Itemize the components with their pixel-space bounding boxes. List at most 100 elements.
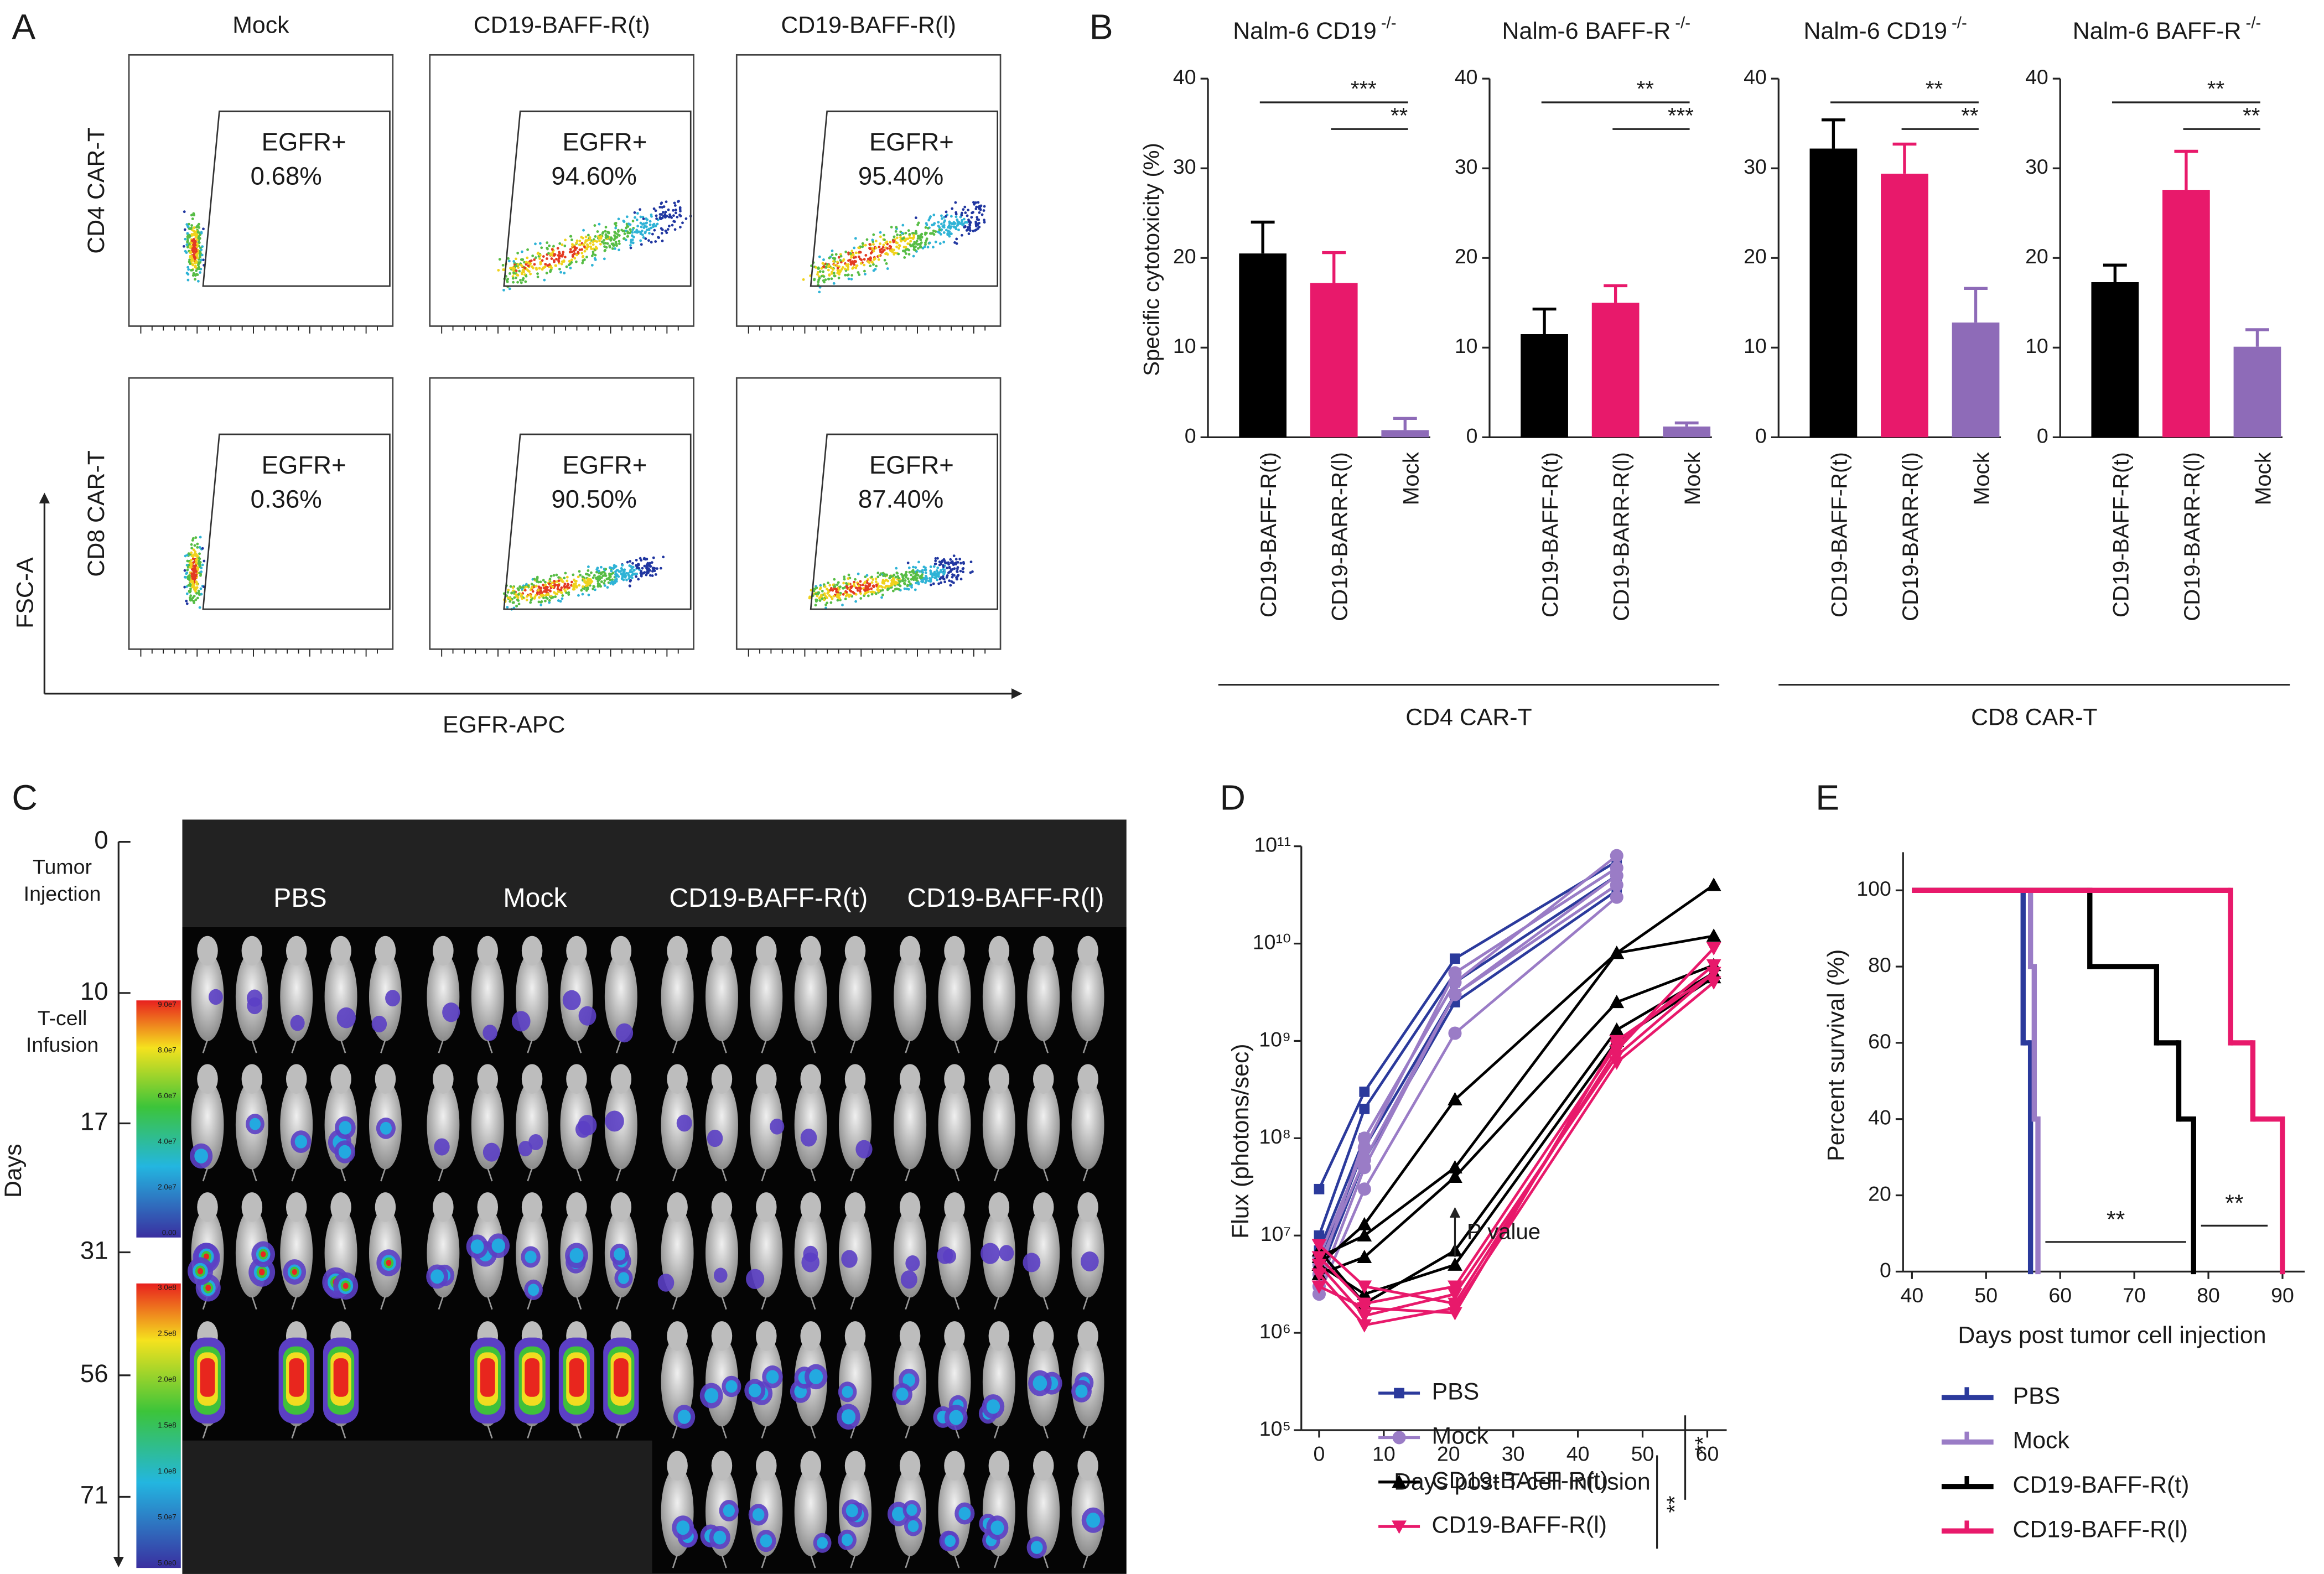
cell-dot — [879, 250, 882, 253]
mouse-head — [667, 936, 688, 966]
mouse-head — [844, 1064, 866, 1094]
signal — [902, 1373, 915, 1387]
cell-dot — [879, 231, 882, 234]
signal — [333, 1358, 349, 1397]
cell-dot — [854, 600, 858, 603]
cell-dot — [523, 266, 527, 269]
cell-dot — [592, 252, 595, 256]
cell-dot — [588, 574, 591, 577]
cell-dot — [895, 245, 898, 248]
cell-dot — [589, 238, 592, 241]
cell-dot — [857, 255, 860, 258]
cell-dot — [629, 244, 632, 247]
cell-dot — [816, 273, 819, 276]
cell-dot — [583, 258, 586, 261]
cell-dot — [839, 254, 843, 258]
signal — [1080, 1251, 1099, 1272]
legend-label: CD19-BAFF-R(l) — [2013, 1516, 2188, 1542]
cell-dot — [551, 248, 554, 251]
cell-dot — [540, 246, 543, 250]
cell-dot — [844, 250, 848, 253]
mouse-head — [1033, 936, 1054, 966]
mouse-tail — [761, 1425, 767, 1439]
signal — [677, 1410, 691, 1424]
cell-dot — [512, 260, 516, 263]
cell-dot — [827, 265, 830, 268]
colorbar-label: 5.0e0 — [158, 1559, 176, 1567]
point — [1706, 967, 1721, 980]
point — [1357, 1319, 1372, 1333]
mouse-head — [375, 936, 396, 966]
series-line — [1317, 866, 1618, 1258]
cell-dot — [186, 238, 189, 242]
cell-dot — [196, 256, 199, 259]
point — [1357, 1302, 1372, 1316]
cell-dot — [613, 237, 616, 240]
series-line — [1317, 854, 1618, 1275]
cell-dot — [975, 205, 978, 209]
cell-dot — [872, 578, 875, 581]
mouse-head — [286, 936, 307, 966]
cell-dot — [937, 221, 940, 224]
cell-dot — [847, 277, 850, 280]
y-tick-label: 0 — [2037, 424, 2048, 447]
cell-dot — [639, 239, 642, 242]
chart-title-text: Nalm-6 CD19 — [1233, 18, 1377, 44]
point — [1311, 1268, 1327, 1282]
cell-dot — [933, 570, 936, 574]
cell-dot — [955, 237, 958, 241]
cell-dot — [910, 578, 913, 581]
cell-dot — [579, 243, 582, 247]
cell-dot — [594, 247, 598, 250]
cell-dot — [185, 223, 189, 226]
cell-dot — [942, 231, 946, 234]
cell-dot — [898, 580, 901, 583]
cell-dot — [614, 224, 618, 227]
mouse-tail — [438, 1039, 444, 1053]
cell-dot — [639, 221, 642, 225]
cell-dot — [912, 236, 916, 239]
mouse-head — [433, 936, 454, 966]
cell-dot — [592, 587, 595, 590]
mouse-tail — [527, 1039, 533, 1053]
cell-dot — [526, 256, 529, 259]
cell-dot — [545, 272, 548, 274]
mouse-tail — [291, 1039, 297, 1053]
cell-dot — [835, 588, 838, 591]
cell-dot — [626, 560, 629, 564]
cell-dot — [842, 593, 845, 596]
cell-dot — [582, 243, 585, 246]
cell-dot — [843, 267, 847, 271]
cell-dot — [552, 574, 556, 577]
cell-dot — [565, 265, 568, 268]
cell-dot — [583, 250, 587, 253]
mouse-tail — [486, 1296, 493, 1310]
cell-dot — [863, 269, 866, 273]
cell-dot — [194, 564, 198, 567]
cell-dot — [922, 565, 926, 569]
cell-dot — [192, 548, 195, 552]
cell-dot — [822, 279, 825, 282]
cell-dot — [854, 266, 858, 269]
cell-dot — [629, 580, 632, 583]
y-tick-label: 10 — [1455, 334, 1478, 357]
signal — [770, 1118, 785, 1135]
cell-dot — [912, 565, 915, 569]
cell-dot — [642, 222, 645, 225]
cell-dot — [662, 205, 666, 208]
cell-dot — [588, 582, 591, 585]
cell-dot — [557, 590, 560, 593]
cell-dot — [934, 562, 937, 565]
cell-dot — [183, 245, 185, 248]
cell-dot — [556, 247, 559, 250]
cell-dot — [817, 283, 819, 286]
cell-dot — [562, 260, 566, 263]
cell-dot — [554, 583, 557, 586]
cell-dot — [889, 574, 892, 578]
cell-dot — [954, 211, 958, 214]
legend-marker — [1392, 1431, 1406, 1445]
cell-dot — [916, 576, 919, 580]
gate-label: EGFR+ — [869, 128, 954, 156]
cell-dot — [600, 240, 604, 243]
cell-dot — [610, 237, 613, 240]
